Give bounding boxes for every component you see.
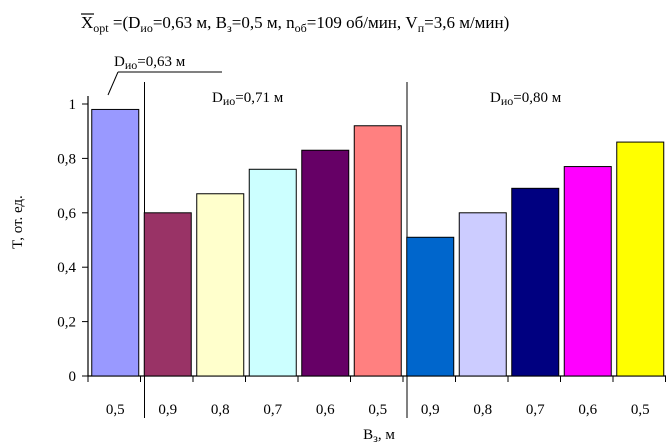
group-label: Dио=0,80 м [490, 90, 562, 108]
x-tick-label: 0,7 [526, 402, 545, 418]
y-tick-label: 0,6 [57, 206, 76, 222]
y-tick-labels: 0 0,2 0,4 0,6 0,8 1 [57, 97, 76, 385]
y-axis-label: T, от. ед. [10, 195, 26, 249]
bar [406, 236, 455, 377]
y-tick-label: 0,8 [57, 151, 76, 167]
x-tick-label: 0,9 [158, 402, 177, 418]
bars [91, 108, 665, 377]
x-tick-label: 0,7 [263, 402, 282, 418]
bar [143, 212, 192, 377]
bar [91, 108, 140, 377]
x-tick-label: 0,8 [211, 402, 230, 418]
x-tick-label: 0,5 [106, 402, 125, 418]
bar [301, 149, 350, 377]
group-annotations: Dио=0,63 м Dио=0,71 м Dио=0,80 м [107, 54, 562, 108]
group-label: Dио=0,63 м [114, 54, 186, 72]
y-tick-label: 0,2 [57, 315, 76, 331]
x-tick-label: 0,6 [316, 402, 335, 418]
x-tick-label: 0,9 [421, 402, 440, 418]
bar [511, 187, 560, 377]
x-tick-labels: 0,5 0,9 0,8 0,7 0,6 0,5 0,9 0,8 0,7 0,6 0,5 [106, 402, 650, 418]
bar [353, 125, 402, 377]
y-tick-label: 0 [69, 369, 77, 385]
x-tick-label: 0,8 [473, 402, 492, 418]
leader-line [107, 71, 119, 96]
bar [616, 141, 665, 377]
chart-title: Xopt =(Dио=0,63 м, Bз=0,5 м, nоб=109 об/… [81, 13, 509, 35]
bar [458, 212, 507, 377]
y-tick-label: 0,4 [57, 260, 76, 276]
bar [248, 168, 297, 377]
group-label: Dио=0,71 м [212, 90, 284, 108]
x-tick-label: 0,6 [578, 402, 597, 418]
x-tick-label: 0,5 [631, 402, 650, 418]
bar [563, 166, 612, 377]
x-tick-label: 0,5 [368, 402, 387, 418]
x-axis-label: Bз, м [363, 427, 395, 445]
y-tick-label: 1 [69, 97, 77, 113]
bar [196, 193, 245, 377]
